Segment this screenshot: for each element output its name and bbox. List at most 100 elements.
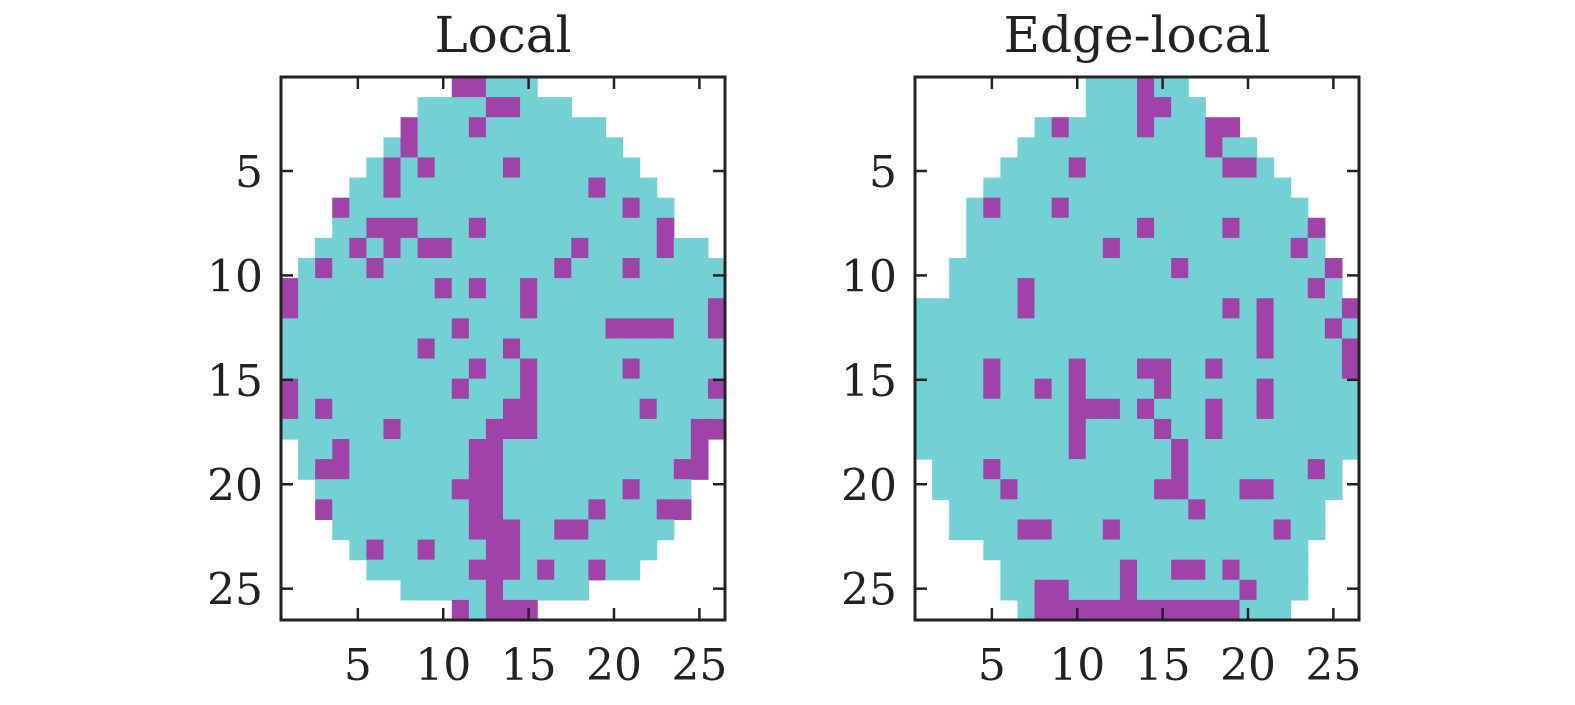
normal-cell: [605, 258, 623, 279]
normal-cell: [1222, 540, 1240, 561]
normal-cell: [1274, 600, 1292, 621]
normal-cell: [1291, 459, 1309, 480]
normal-cell: [640, 178, 658, 199]
normal-cell: [1137, 419, 1155, 440]
normal-cell: [623, 519, 641, 540]
normal-cell: [1052, 298, 1070, 319]
defect-cell: [520, 419, 538, 440]
defect-cell: [503, 540, 521, 561]
normal-cell: [1120, 77, 1138, 98]
normal-cell: [469, 600, 487, 621]
normal-cell: [1291, 218, 1309, 239]
normal-cell: [1103, 439, 1121, 460]
defect-cell: [1308, 278, 1326, 299]
normal-cell: [949, 338, 967, 359]
normal-cell: [588, 198, 606, 219]
defect-cell: [1222, 117, 1240, 138]
normal-cell: [366, 318, 384, 339]
normal-cell: [691, 399, 709, 420]
normal-cell: [588, 459, 606, 480]
normal-cell: [537, 499, 555, 520]
normal-cell: [1103, 198, 1121, 219]
normal-cell: [298, 338, 316, 359]
defect-cell: [332, 439, 350, 460]
normal-cell: [554, 439, 572, 460]
normal-cell: [1171, 298, 1189, 319]
normal-cell: [520, 318, 538, 339]
normal-cell: [537, 278, 555, 299]
normal-cell: [503, 479, 521, 500]
defect-cell: [383, 178, 401, 199]
normal-cell: [401, 540, 419, 561]
normal-cell: [1137, 459, 1155, 480]
normal-cell: [571, 157, 589, 178]
defect-cell: [1325, 258, 1343, 279]
normal-cell: [281, 419, 299, 440]
defect-cell: [983, 359, 1001, 380]
normal-cell: [315, 298, 333, 319]
normal-cell: [537, 97, 555, 118]
normal-cell: [949, 258, 967, 279]
normal-cell: [623, 298, 641, 319]
normal-cell: [1035, 137, 1053, 158]
normal-cell: [1257, 439, 1275, 460]
normal-cell: [1239, 298, 1257, 319]
normal-cell: [623, 379, 641, 400]
normal-cell: [623, 278, 641, 299]
normal-cell: [1086, 298, 1104, 319]
normal-cell: [1205, 479, 1223, 500]
normal-cell: [332, 419, 350, 440]
normal-cell: [1257, 540, 1275, 561]
normal-cell: [1342, 379, 1360, 400]
normal-cell: [298, 278, 316, 299]
normal-cell: [571, 198, 589, 219]
normal-cell: [1120, 198, 1138, 219]
normal-cell: [1308, 298, 1326, 319]
defect-cell: [383, 419, 401, 440]
normal-cell: [1000, 157, 1018, 178]
normal-cell: [1291, 198, 1309, 219]
normal-cell: [674, 479, 692, 500]
normal-cell: [640, 238, 658, 259]
normal-cell: [1017, 137, 1035, 158]
normal-cell: [452, 238, 470, 259]
defect-cell: [1120, 560, 1138, 581]
normal-cell: [1171, 399, 1189, 420]
normal-cell: [1103, 379, 1121, 400]
normal-cell: [1120, 399, 1138, 420]
defect-cell: [469, 218, 487, 239]
normal-cell: [1257, 218, 1275, 239]
normal-cell: [1239, 238, 1257, 259]
normal-cell: [418, 399, 436, 420]
defect-cell: [281, 379, 299, 400]
defect-cell: [1222, 600, 1240, 621]
normal-cell: [1017, 318, 1035, 339]
normal-cell: [932, 379, 950, 400]
normal-cell: [435, 359, 453, 380]
normal-cell: [452, 157, 470, 178]
defect-cell: [1052, 580, 1070, 601]
normal-cell: [571, 499, 589, 520]
normal-cell: [640, 459, 658, 480]
normal-cell: [1000, 560, 1018, 581]
normal-cell: [401, 198, 419, 219]
normal-cell: [452, 419, 470, 440]
normal-cell: [1291, 399, 1309, 420]
normal-cell: [1052, 399, 1070, 420]
x-tick-label: 20: [586, 640, 642, 691]
normal-cell: [1035, 399, 1053, 420]
defect-cell: [623, 318, 641, 339]
defect-cell: [1308, 218, 1326, 239]
normal-cell: [1103, 298, 1121, 319]
normal-cell: [623, 157, 641, 178]
normal-cell: [588, 338, 606, 359]
y-tick-label: 20: [207, 460, 263, 511]
normal-cell: [1222, 278, 1240, 299]
normal-cell: [1120, 117, 1138, 138]
normal-cell: [298, 379, 316, 400]
defect-cell: [588, 178, 606, 199]
normal-cell: [1325, 278, 1343, 299]
normal-cell: [332, 338, 350, 359]
normal-cell: [1239, 379, 1257, 400]
normal-cell: [554, 379, 572, 400]
